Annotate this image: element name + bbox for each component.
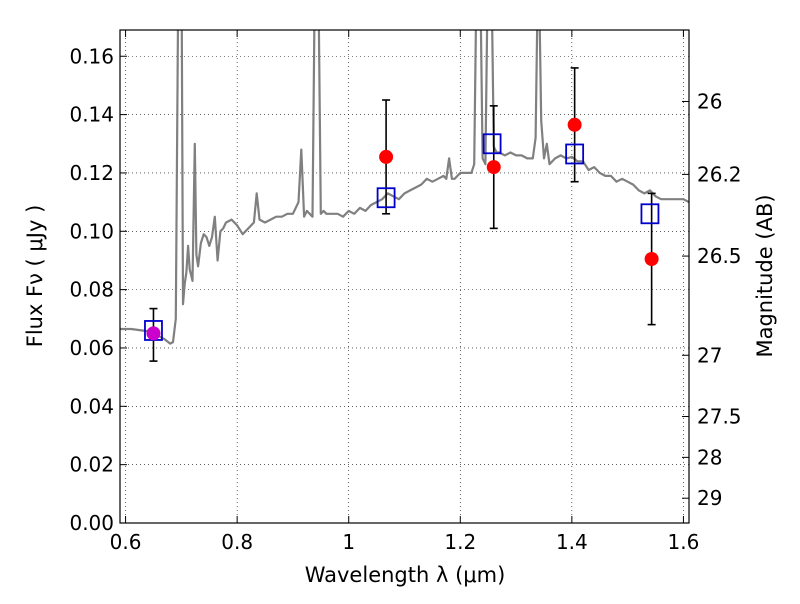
y-axis-label: Flux Fν ( μJy ) bbox=[23, 205, 47, 348]
plot-frame bbox=[119, 29, 690, 524]
right-tick-label: 26 bbox=[697, 89, 722, 113]
y-tick-label: 0.04 bbox=[69, 394, 114, 418]
x-axis-label: Wavelength λ (μm) bbox=[305, 563, 506, 587]
plot-area bbox=[120, 30, 689, 362]
y-tick-label: 0.08 bbox=[69, 278, 114, 302]
observed-point bbox=[486, 160, 501, 175]
y-tick-label: 0.12 bbox=[69, 161, 114, 185]
observed-point bbox=[567, 117, 582, 132]
y-tick-label: 0.06 bbox=[69, 336, 114, 360]
model-square-marker bbox=[640, 203, 660, 225]
observed-point bbox=[644, 251, 659, 266]
x-tick-label: 0.6 bbox=[110, 530, 142, 554]
y-axis-label-right: Magnitude (AB) bbox=[753, 194, 777, 357]
y-tick-label: 0.10 bbox=[69, 219, 114, 243]
y-tick-label: 0.02 bbox=[69, 453, 114, 477]
y-tick-label: 0.14 bbox=[69, 103, 114, 127]
right-tick-label: 27 bbox=[697, 343, 722, 367]
x-tick-label: 1.4 bbox=[556, 530, 588, 554]
right-tick-label: 28 bbox=[697, 445, 722, 469]
right-tick-label: 27.5 bbox=[697, 405, 742, 429]
right-tick-label: 26.5 bbox=[697, 244, 742, 268]
y-tick-label: 0.16 bbox=[69, 44, 114, 68]
x-tick-label: 1 bbox=[342, 530, 355, 554]
model-square-marker bbox=[565, 143, 585, 165]
right-tick-label: 29 bbox=[697, 486, 722, 510]
x-tick-label: 0.8 bbox=[221, 530, 253, 554]
observed-point bbox=[379, 149, 394, 164]
x-tick-label: 1.2 bbox=[444, 530, 476, 554]
axis-ticks: 0.6 0.8 1 1.2 1.4 1.6 0.00 0.02 0.04 0.06 0.08 0.10… bbox=[69, 30, 742, 554]
model-square-marker bbox=[376, 187, 396, 209]
spectrum-line bbox=[120, 30, 689, 345]
x-tick-label: 1.6 bbox=[668, 530, 700, 554]
y-tick-label: 0.00 bbox=[69, 511, 114, 535]
right-tick-label: 26.2 bbox=[697, 162, 742, 186]
plot-background bbox=[120, 30, 689, 523]
model-square-marker bbox=[482, 133, 502, 155]
observed-point bbox=[146, 326, 161, 341]
